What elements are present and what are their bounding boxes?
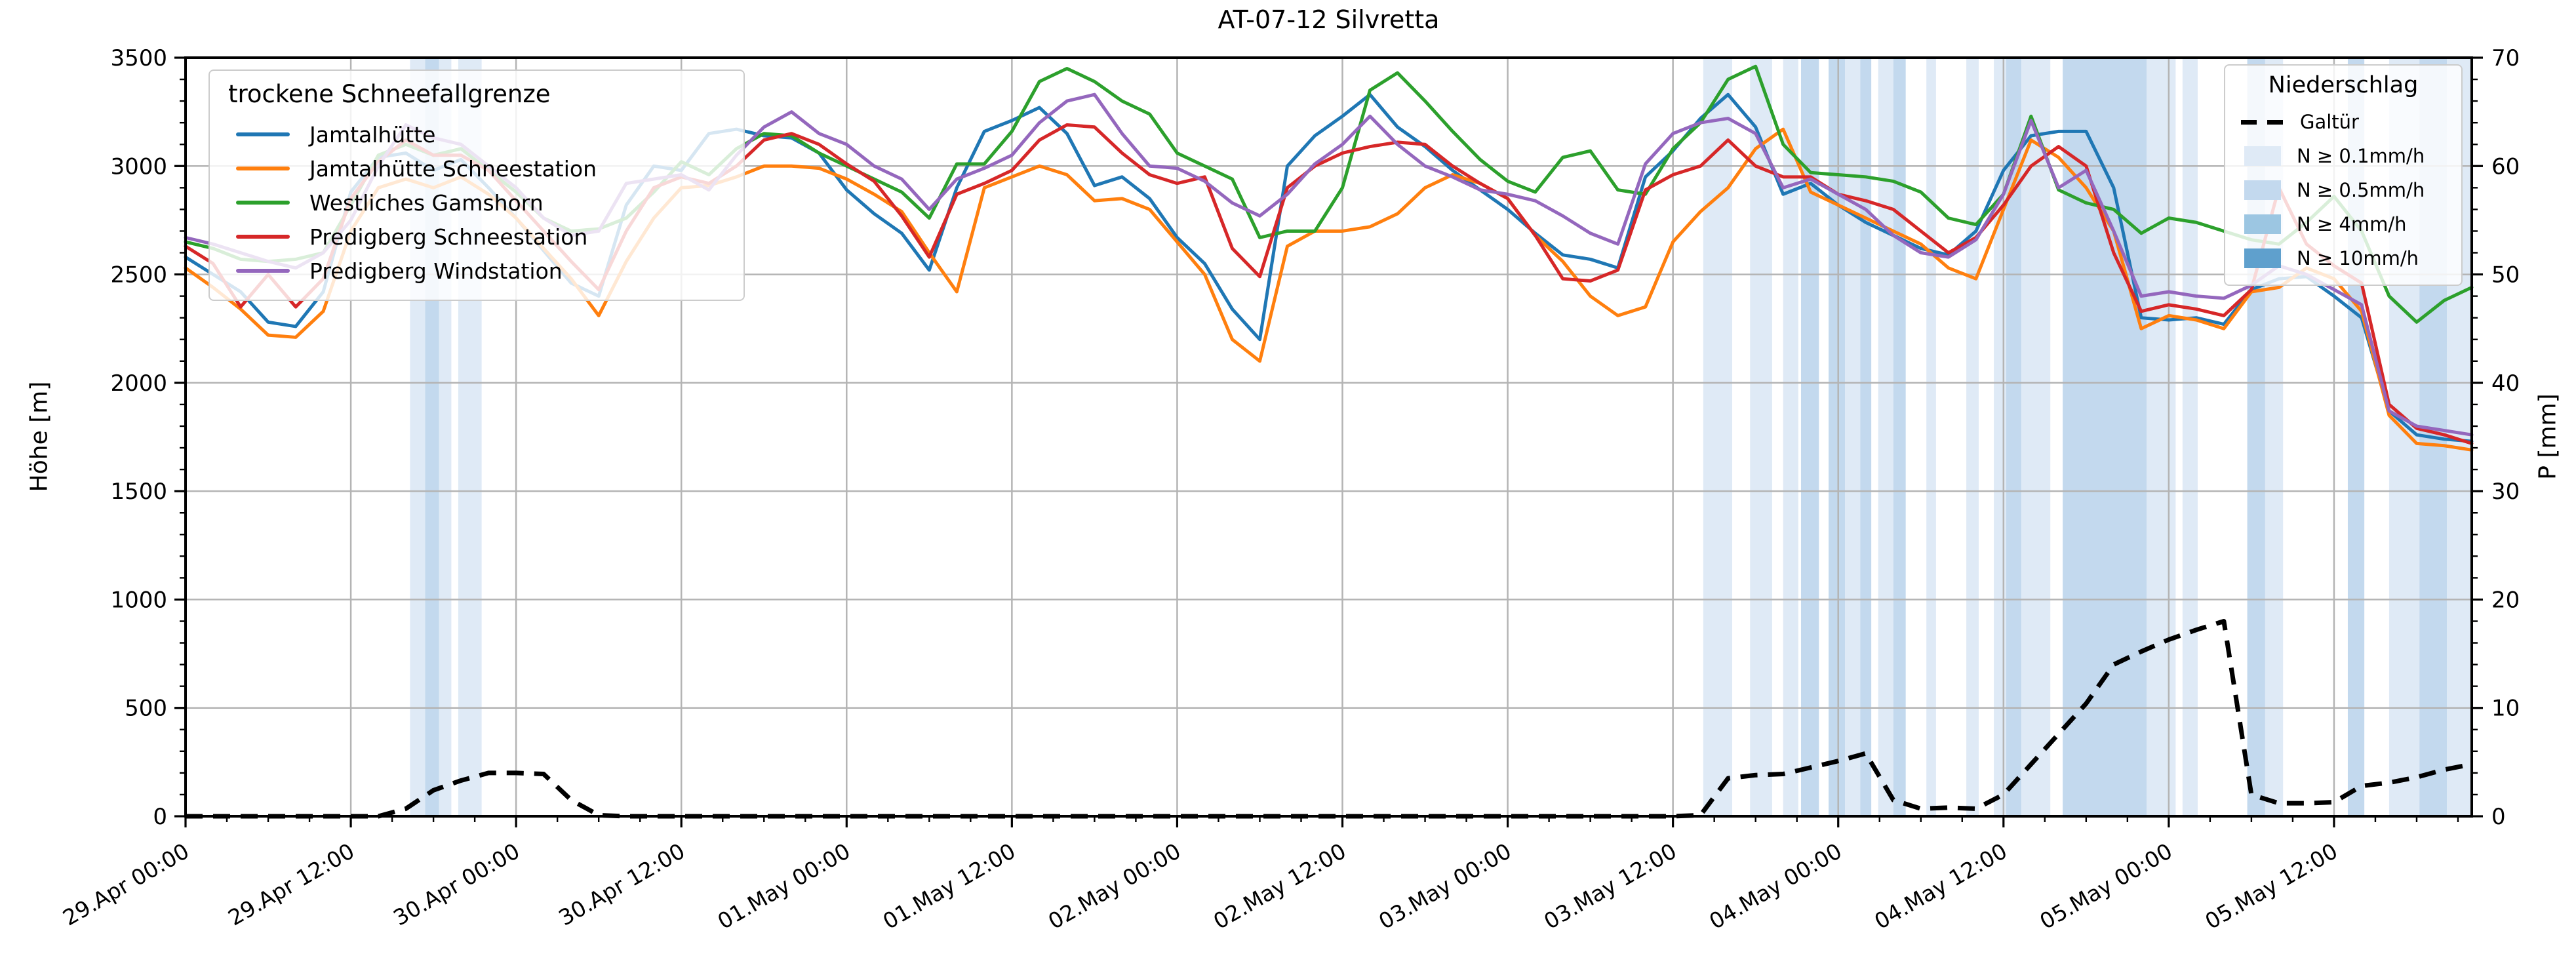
y-left-tick-label: 1500 [110,479,167,505]
precip-band [1750,58,1772,816]
legend-precipitation-items: Galtür N ≥ 0.1mm/h N ≥ 0.5mm/h N ≥ 4mm/h N ≥… [2238,105,2448,275]
precip-band [2147,58,2176,816]
y-right-tick-label: 10 [2491,696,2520,722]
precip-band [2021,58,2051,816]
legend-item-label: Jamtalhütte Schneestation [309,155,597,182]
legend-item: N ≥ 0.1mm/h [2238,139,2448,173]
legend-line-swatch [236,235,290,239]
precip-band [1926,58,1936,816]
precip-band [1860,58,1872,816]
x-tick-label: 05.May 00:00 [2035,838,2176,934]
y-left-tick-label: 2000 [110,370,167,397]
y-axis-left-label: Höhe [m] [26,381,53,492]
x-tick-label: 04.May 00:00 [1705,838,1846,934]
legend-item-label: Westliches Gamshorn [309,189,544,216]
legend-item-label: N ≥ 0.5mm/h [2297,179,2425,201]
x-tick-label: 05.May 12:00 [2200,838,2341,934]
legend-line-swatch [236,132,290,136]
y-left-tick-label: 1000 [110,587,167,613]
x-tick-label: 03.May 12:00 [1539,838,1680,934]
legend-item-label: N ≥ 10mm/h [2297,247,2419,269]
chart-title: AT-07-12 Silvretta [1218,5,1440,34]
y-left-tick-label: 0 [153,804,167,830]
y-left-tick-label: 3500 [110,45,167,71]
legend-dashed-line-swatch [2241,119,2284,125]
x-tick-label: 29.Apr 00:00 [58,838,193,930]
legend-item: Predigberg Schneestation [228,220,725,254]
legend-item: Jamtalhütte [228,117,725,151]
precip-band [1893,58,1906,816]
legend-item-label: Jamtalhütte [309,121,436,148]
precip-band [2182,58,2198,816]
legend-line-swatch [236,269,290,273]
y-right-tick-label: 30 [2491,479,2520,505]
precip-band [1783,58,1798,816]
precip-band [2006,58,2022,816]
y-right-tick-label: 50 [2491,262,2520,288]
legend-patch-swatch [2244,248,2281,268]
y-left-tick-label: 500 [125,696,167,722]
y-axis-right-label: P [mm] [2534,393,2562,480]
y-right-tick-label: 40 [2491,370,2520,397]
x-tick-label: 04.May 12:00 [1870,838,2011,934]
x-tick-label: 02.May 12:00 [1209,838,1350,934]
y-right-tick-label: 60 [2491,153,2520,180]
legend-item: Westliches Gamshorn [228,186,725,220]
legend-snowfall-line: trockene Schneefallgrenze Jamtalhütte Jam… [208,69,745,301]
legend-patch-swatch [2244,146,2281,166]
legend-item-label: Galtür [2300,111,2359,133]
x-tick-label: 30.Apr 12:00 [554,838,689,930]
plot-frame [184,56,2473,818]
legend-item: Galtür [2238,105,2448,139]
x-tick-label: 30.Apr 00:00 [389,838,524,930]
legend-item: Predigberg Windstation [228,254,725,288]
legend-item: N ≥ 10mm/h [2238,241,2448,275]
precip-band [1878,58,1893,816]
legend-item-label: N ≥ 4mm/h [2297,213,2407,235]
legend-item: Jamtalhütte Schneestation [228,151,725,186]
legend-line-swatch [236,167,290,170]
legend-line-swatch [236,201,290,205]
legend-item-label: N ≥ 0.1mm/h [2297,145,2425,167]
y-right-tick-label: 0 [2491,804,2506,830]
legend-item: N ≥ 0.5mm/h [2238,173,2448,207]
legend-patch-swatch [2244,180,2281,200]
x-tick-label: 01.May 12:00 [879,838,1020,934]
legend-precipitation: Niederschlag Galtür N ≥ 0.1mm/h N ≥ 0.5mm/… [2224,64,2463,286]
y-left-tick-label: 3000 [110,153,167,180]
y-right-tick-label: 70 [2491,45,2520,71]
precip-band [1829,58,1846,816]
precip-band [2063,58,2147,816]
precip-band [1703,58,1732,816]
legend-snowfall-items: Jamtalhütte Jamtalhütte Schneestation West… [228,117,725,288]
x-tick-label: 02.May 00:00 [1044,838,1185,934]
legend-patch-swatch [2244,214,2281,234]
x-tick-label: 03.May 00:00 [1374,838,1515,934]
x-tick-label: 01.May 00:00 [713,838,854,934]
legend-item-label: Predigberg Schneestation [309,224,588,250]
legend-snowfall-title: trockene Schneefallgrenze [228,80,551,108]
y-left-tick-label: 2500 [110,262,167,288]
legend-item-label: Predigberg Windstation [309,258,563,284]
y-right-tick-label: 20 [2491,587,2520,613]
precip-band [1845,58,1861,816]
legend-precipitation-title: Niederschlag [2268,72,2419,98]
legend-item: N ≥ 4mm/h [2238,207,2448,241]
precip-band [1966,58,1979,816]
x-tick-label: 29.Apr 12:00 [224,838,359,930]
